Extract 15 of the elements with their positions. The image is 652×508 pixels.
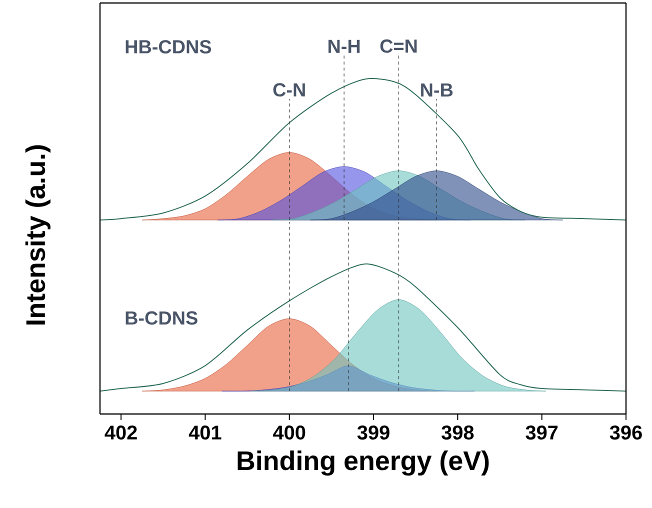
annotation: B-CDNS bbox=[126, 311, 198, 325]
ref-line-label: N-B bbox=[421, 84, 453, 97]
y-axis-title: Intensity (a.u.) bbox=[25, 145, 50, 324]
x-tick-label: 400 bbox=[273, 426, 306, 440]
x-tick-label: 398 bbox=[442, 426, 474, 440]
x-tick-label: 396 bbox=[610, 426, 642, 440]
x-tick-label: 402 bbox=[104, 426, 137, 440]
ref-line-label: N-H bbox=[328, 40, 360, 53]
x-tick-label: 397 bbox=[526, 426, 558, 440]
ref-line-label: C-N bbox=[273, 83, 305, 97]
text: HB-CDNS bbox=[126, 40, 212, 54]
x-tick-label: 399 bbox=[357, 426, 390, 440]
x-tick-label: 401 bbox=[188, 426, 222, 440]
x-axis-title: Binding energy (eV) bbox=[238, 450, 489, 476]
ref-line-label: C=N bbox=[380, 39, 417, 53]
